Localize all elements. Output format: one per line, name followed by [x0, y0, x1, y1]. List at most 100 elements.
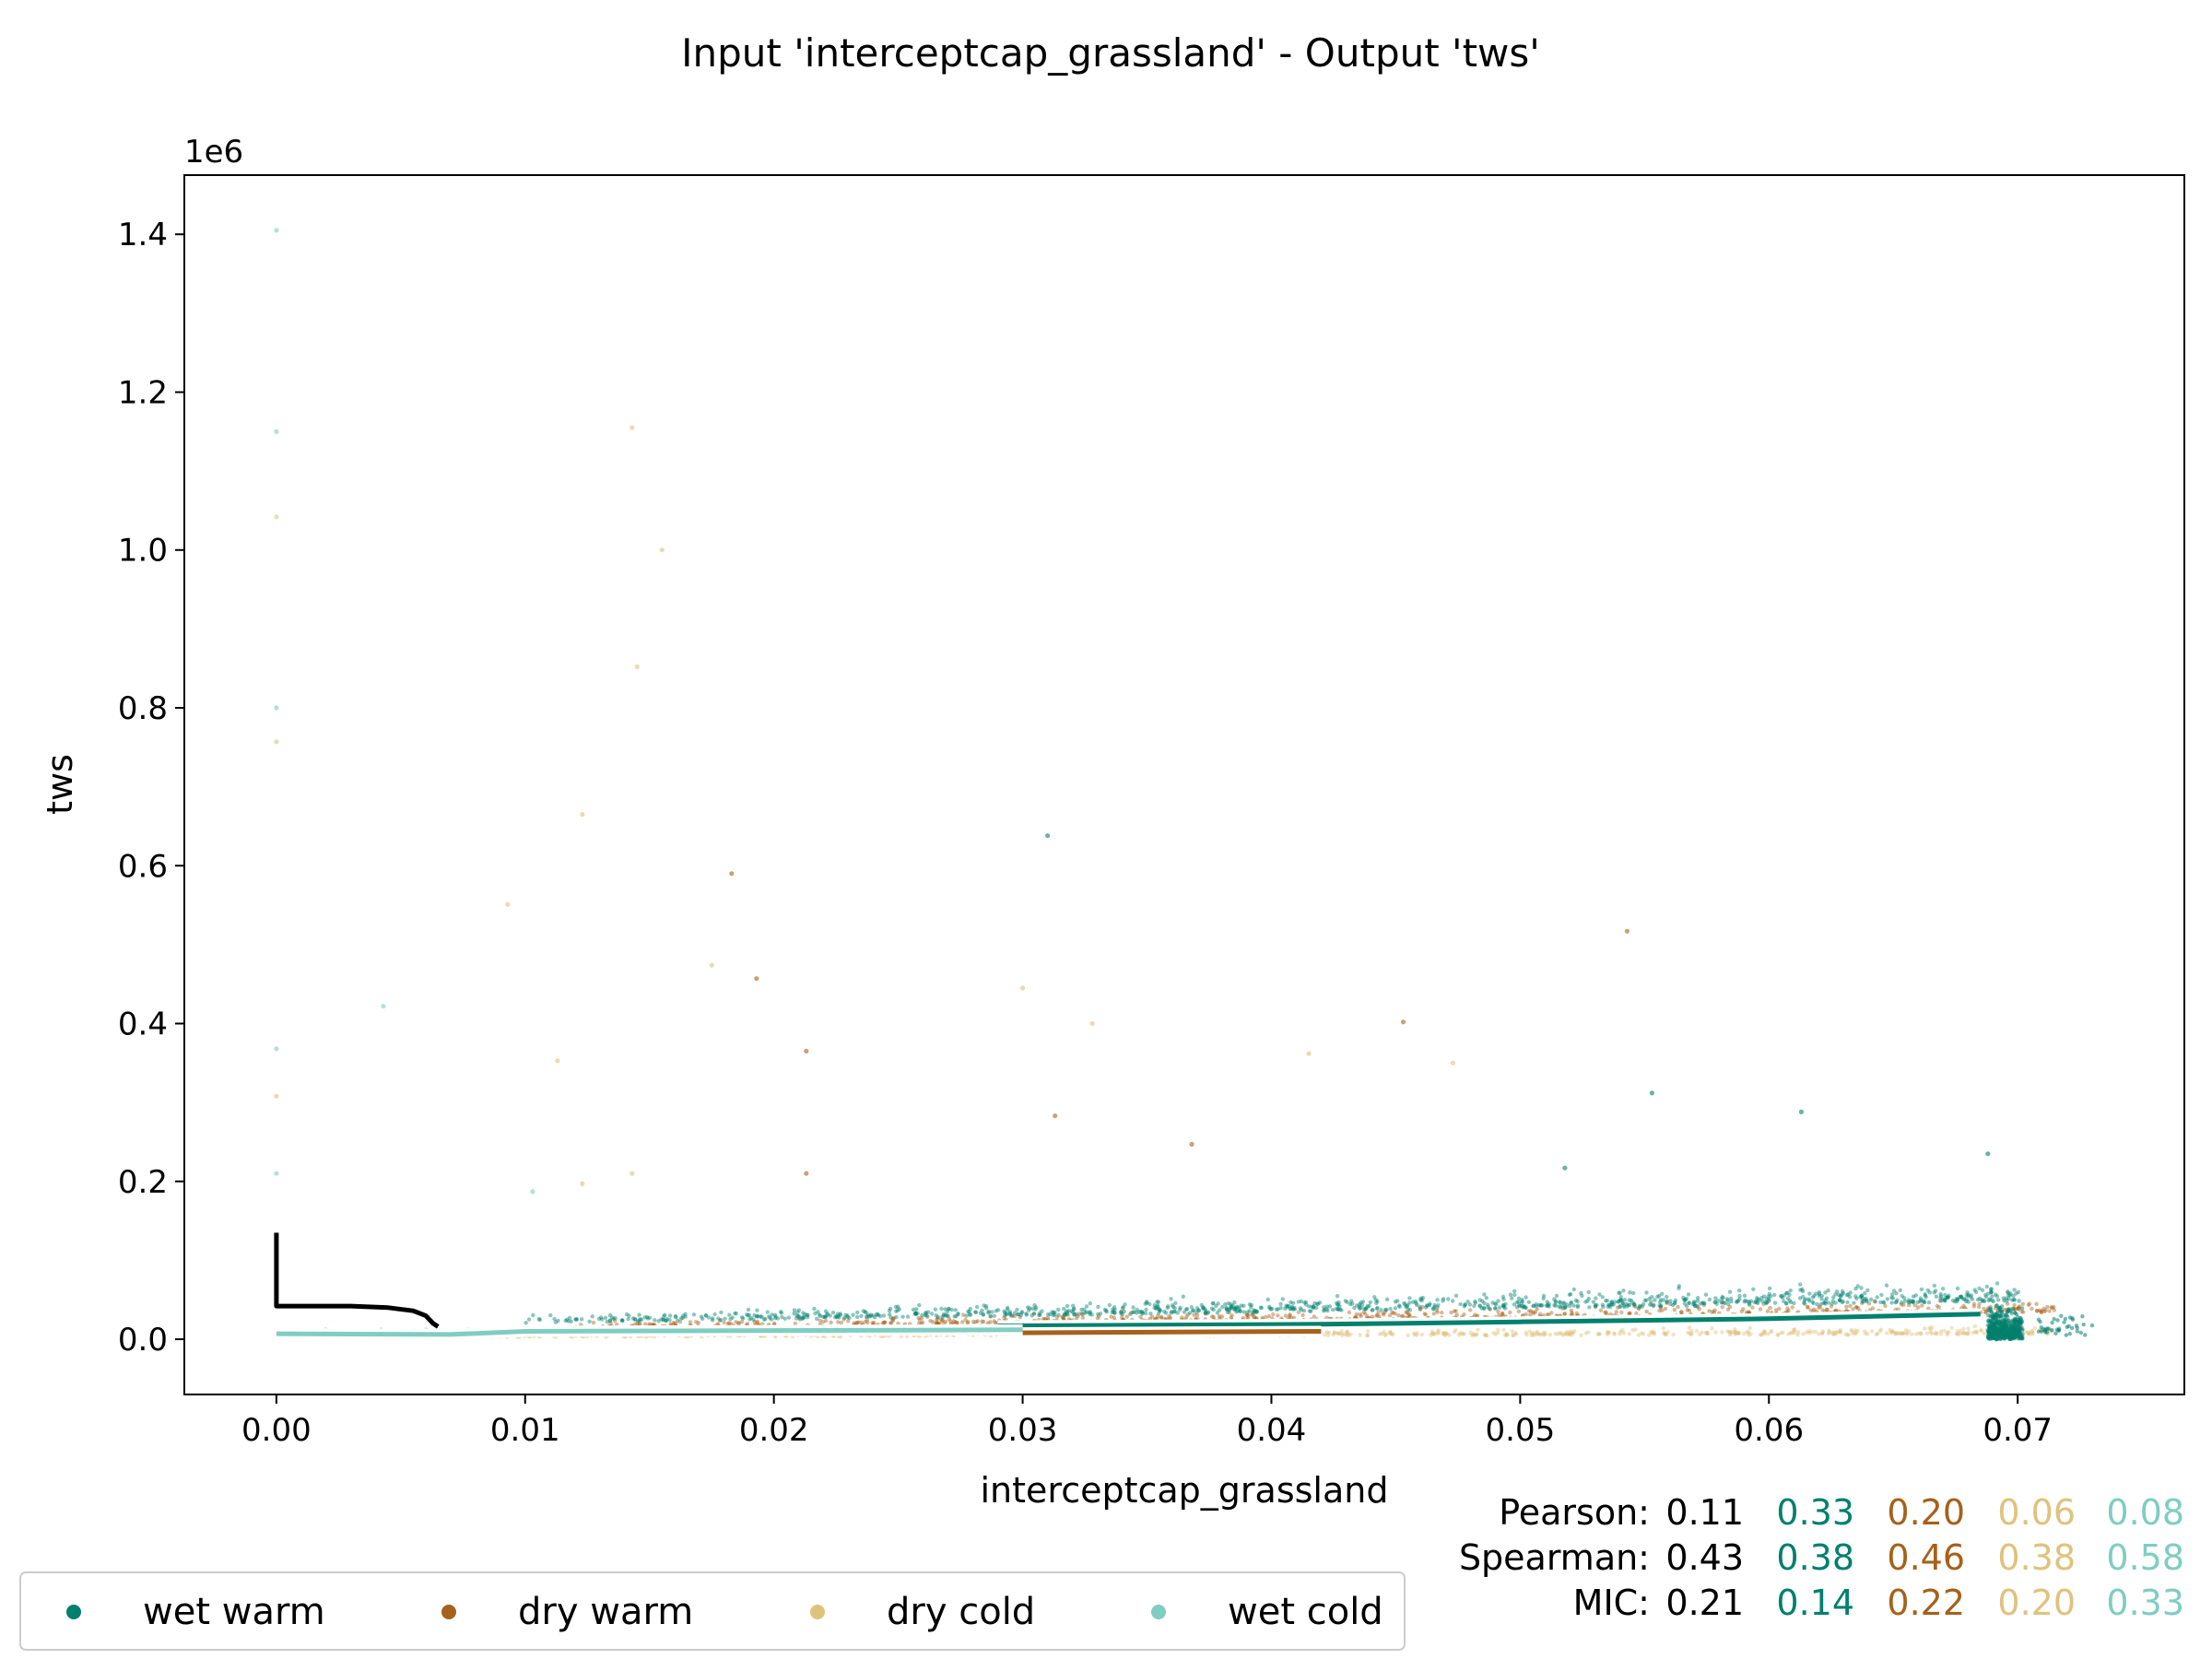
scatter-point: [1227, 1310, 1231, 1315]
scatter-point: [1358, 1312, 1363, 1317]
scatter-point: [1980, 1298, 1984, 1302]
scatter-point: [1247, 1309, 1253, 1313]
scatter-point: [937, 1321, 942, 1326]
scatter-point: [2006, 1290, 2010, 1295]
scatter-point: [833, 1315, 838, 1320]
scatter-point: [1727, 1289, 1733, 1294]
scatter-point: [1893, 1332, 1898, 1336]
scatter-point: [1407, 1296, 1412, 1300]
scatter-point: [1760, 1332, 1765, 1336]
scatter-point: [1657, 1308, 1662, 1313]
scatter-point: [1521, 1312, 1525, 1318]
scatter-point: [718, 1318, 723, 1324]
scatter-point: [1027, 1308, 1031, 1312]
scatter-point: [1945, 1295, 1950, 1300]
scatter-point: [1102, 1307, 1108, 1312]
scatter-point: [1512, 1302, 1517, 1307]
scatter-point: [1291, 1315, 1297, 1320]
scatter-point: [1719, 1300, 1724, 1305]
scatter-point: [1335, 1307, 1341, 1312]
scatter-point: [1532, 1311, 1536, 1316]
scatter-point: [1819, 1293, 1825, 1299]
scatter-point: [1818, 1304, 1823, 1310]
scatter-point: [1835, 1330, 1840, 1335]
scatter-point: [1451, 1299, 1455, 1303]
scatter-point: [805, 1315, 810, 1320]
y-tick-label: 1.4: [118, 217, 168, 253]
scatter-point: [1849, 1327, 1853, 1333]
scatter-point: [1511, 1333, 1516, 1338]
scatter-point: [1359, 1302, 1365, 1308]
scatter-point: [1934, 1294, 1939, 1299]
scatter-point: [1415, 1331, 1419, 1335]
scatter-point: [637, 1312, 641, 1317]
scatter-point: [1562, 1312, 1567, 1316]
scatter-point: [1823, 1301, 1829, 1306]
scatter-point: [1926, 1306, 1931, 1311]
scatter-point: [1501, 1297, 1506, 1301]
scatter-point: [1731, 1329, 1735, 1335]
scatter-point: [1663, 1332, 1668, 1336]
scatter-point: [1881, 1300, 1886, 1305]
scatter-point: [1942, 1298, 1947, 1303]
scatter-point: [591, 1320, 596, 1325]
scatter-point: [2012, 1298, 2018, 1302]
dry-warm-trend-line: [997, 1329, 1322, 1335]
scatter-point: [1618, 1329, 1623, 1334]
scatter-point: [1933, 1331, 1937, 1336]
scatter-point: [992, 1319, 996, 1324]
scatter-point: [1877, 1329, 1882, 1334]
scatter-point: [1120, 1312, 1125, 1317]
scatter-point: [1435, 1305, 1440, 1310]
scatter-point: [1728, 1330, 1734, 1335]
scatter-point: [1012, 1313, 1018, 1319]
scatter-point: [935, 1320, 939, 1324]
scatter-point: [1766, 1332, 1771, 1336]
scatter-point: [1529, 1333, 1535, 1338]
scatter-point: [845, 1314, 850, 1320]
scatter-point: [2016, 1306, 2020, 1312]
scatter-point: [1558, 1331, 1562, 1335]
scatter-point: [1651, 1330, 1656, 1335]
scatter-point: [1864, 1296, 1868, 1301]
scatter-point: [1371, 1308, 1375, 1312]
scatter-point: [620, 1318, 625, 1324]
scatter-point: [1761, 1294, 1767, 1299]
scatter-point: [1705, 1330, 1710, 1335]
scatter-point: [1543, 1332, 1547, 1336]
scatter-point: [1481, 1305, 1487, 1310]
scatter-point: [1559, 1303, 1564, 1309]
scatter-point: [1836, 1292, 1841, 1297]
scatter-point: [1430, 1332, 1435, 1336]
scatter-point: [1735, 1300, 1739, 1304]
scatter-point: [1679, 1309, 1684, 1314]
scatter-point: [1033, 1307, 1038, 1312]
scatter-point: [1396, 1313, 1401, 1318]
scatter-point: [1480, 1299, 1485, 1304]
scatter-point: [526, 1317, 532, 1322]
scatter-point: [1508, 1310, 1512, 1315]
scatter-point: [627, 1313, 631, 1318]
scatter-point: [981, 1312, 986, 1317]
scatter-point: [1580, 1293, 1584, 1299]
scatter-point: [1088, 1310, 1093, 1314]
scatter-point: [1238, 1309, 1242, 1313]
scatter-point: [1216, 1301, 1220, 1306]
scatter-point: [2052, 1304, 2056, 1310]
scatter-point: [1686, 1292, 1691, 1297]
scatter-point: [662, 1314, 666, 1319]
scatter-point: [1824, 1307, 1830, 1312]
scatter-point: [1567, 1292, 1572, 1298]
scatter-point: [983, 1303, 989, 1309]
scatter-point: [1698, 1332, 1702, 1337]
scatter-point: [1878, 1300, 1883, 1305]
scatter-point: [986, 1309, 992, 1314]
scatter-point: [1758, 1333, 1763, 1337]
scatter-point: [1315, 1301, 1321, 1306]
scatter-point: [1565, 1330, 1570, 1335]
scatter-point: [1579, 1333, 1583, 1337]
scatter-point: [1544, 1303, 1549, 1309]
legend[interactable]: wet warm dry warm dry cold wet cold: [19, 1571, 1406, 1651]
scatter-point: [1471, 1332, 1476, 1336]
scatter-point: [786, 1315, 792, 1320]
